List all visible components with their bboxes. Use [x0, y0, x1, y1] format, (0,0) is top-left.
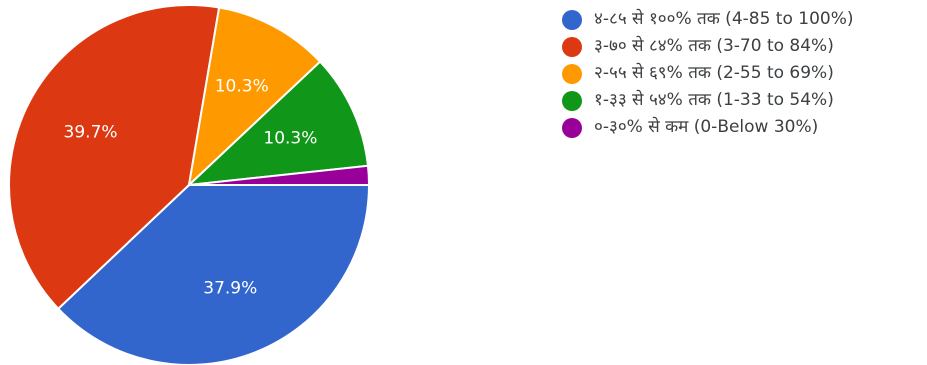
- legend-swatch-red: [562, 37, 582, 57]
- legend-label: ३-७० से ८४% तक (3-70 to 84%): [594, 36, 834, 56]
- legend-item-2-55-to-69[interactable]: २-५५ से ६९% तक (2-55 to 69%): [562, 60, 922, 86]
- legend-label: ०-३०% से कम (0-Below 30%): [594, 117, 819, 137]
- legend-swatch-green: [562, 91, 582, 111]
- legend-swatch-blue: [562, 10, 582, 30]
- pie-slice[interactable]: [8, 4, 221, 311]
- slice-label: 10.3%: [263, 128, 317, 148]
- legend-item-3-70-to-84[interactable]: ३-७० से ८४% तक (3-70 to 84%): [562, 33, 922, 59]
- pie-slice[interactable]: [186, 60, 370, 187]
- legend-label: ४-८५ से १००% तक (4-85 to 100%): [594, 9, 854, 29]
- legend-label: १-३३ से ५४% तक (1-33 to 54%): [594, 90, 834, 110]
- pie-slice[interactable]: [187, 6, 322, 188]
- legend-item-4-85-to-100[interactable]: ४-८५ से १००% तक (4-85 to 100%): [562, 6, 922, 32]
- slice-label: 39.7%: [64, 122, 118, 142]
- legend-swatch-purple: [562, 118, 582, 138]
- slice-label: 10.3%: [215, 77, 269, 97]
- pie-slice[interactable]: [188, 164, 371, 186]
- legend-item-0-below-30[interactable]: ०-३०% से कम (0-Below 30%): [562, 114, 922, 140]
- legend: ४-८५ से १००% तक (4-85 to 100%) ३-७० से ८…: [562, 6, 922, 141]
- pie-chart: 37.9% 39.7% 10.3% 10.3%: [8, 4, 371, 365]
- legend-swatch-orange: [562, 64, 582, 84]
- legend-item-1-33-to-54[interactable]: १-३३ से ५४% तक (1-33 to 54%): [562, 87, 922, 113]
- legend-label: २-५५ से ६९% तक (2-55 to 69%): [594, 63, 834, 83]
- slice-label: 37.9%: [203, 279, 257, 299]
- pie-slice[interactable]: [56, 184, 371, 365]
